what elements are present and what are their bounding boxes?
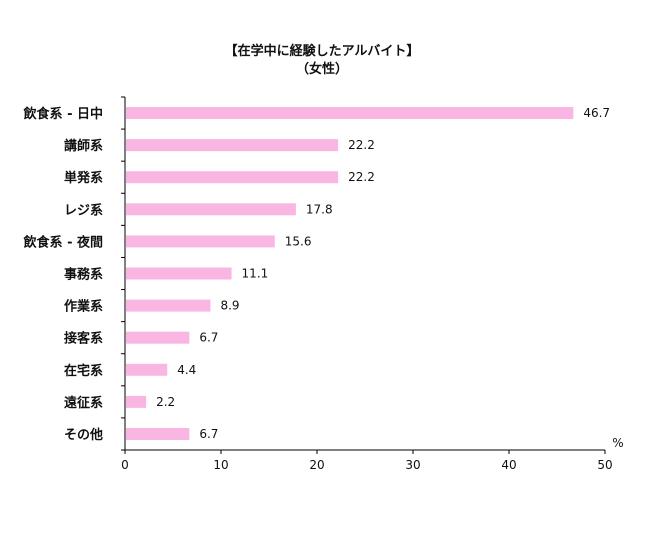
- chart-title: 【在学中に経験したアルバイト】: [225, 43, 420, 59]
- category-label: 接客系: [64, 331, 103, 347]
- value-label: 4.4: [177, 363, 196, 377]
- value-label: 11.1: [242, 267, 269, 281]
- category-label: 飲食系 - 日中: [23, 106, 103, 122]
- bar: [126, 107, 574, 120]
- value-label: 46.7: [583, 106, 610, 120]
- bars-group: [126, 107, 574, 440]
- bar: [126, 171, 339, 184]
- x-axis-tick-label: 20: [309, 458, 324, 472]
- x-axis-tick-label: 40: [501, 458, 516, 472]
- category-label: レジ系: [64, 202, 103, 218]
- x-axis-tick-label: 30: [405, 458, 420, 472]
- category-label: 単発系: [64, 170, 103, 186]
- bar: [126, 235, 275, 248]
- category-label: 作業系: [64, 299, 103, 315]
- chart-subtitle: （女性）: [296, 61, 348, 77]
- value-label: 22.2: [348, 138, 375, 152]
- bar: [126, 203, 296, 216]
- value-label: 8.9: [220, 299, 239, 313]
- category-label: その他: [64, 427, 103, 443]
- x-axis-unit: %: [612, 436, 623, 450]
- x-axis-tick-label: 0: [121, 458, 129, 472]
- value-label: 6.7: [199, 331, 218, 345]
- value-label: 2.2: [156, 395, 175, 409]
- value-label: 6.7: [199, 427, 218, 441]
- bar: [126, 299, 211, 312]
- category-label: 講師系: [64, 138, 103, 154]
- value-label: 15.6: [285, 234, 312, 248]
- value-label: 22.2: [348, 170, 375, 184]
- bar: [126, 139, 339, 152]
- bar: [126, 363, 168, 376]
- category-label: 事務系: [64, 267, 103, 283]
- x-axis-ticks: 0 10 20 30 40 50: [121, 450, 613, 472]
- value-label: 17.8: [306, 202, 333, 216]
- bar: [126, 267, 232, 280]
- y-axis-ticks: [121, 96, 125, 451]
- bar: [126, 395, 147, 408]
- value-labels: 46.7 22.2 22.2 17.8 15.6 11.1 8.9 6.7 4.4 2.2 6.7: [156, 106, 610, 441]
- category-label: 在宅系: [64, 363, 103, 379]
- category-label: 飲食系 - 夜間: [23, 234, 103, 250]
- category-label: 遠征系: [64, 395, 103, 411]
- x-axis-tick-label: 50: [597, 458, 612, 472]
- x-axis-tick-label: 10: [213, 458, 228, 472]
- bar: [126, 331, 190, 344]
- bar: [126, 427, 190, 440]
